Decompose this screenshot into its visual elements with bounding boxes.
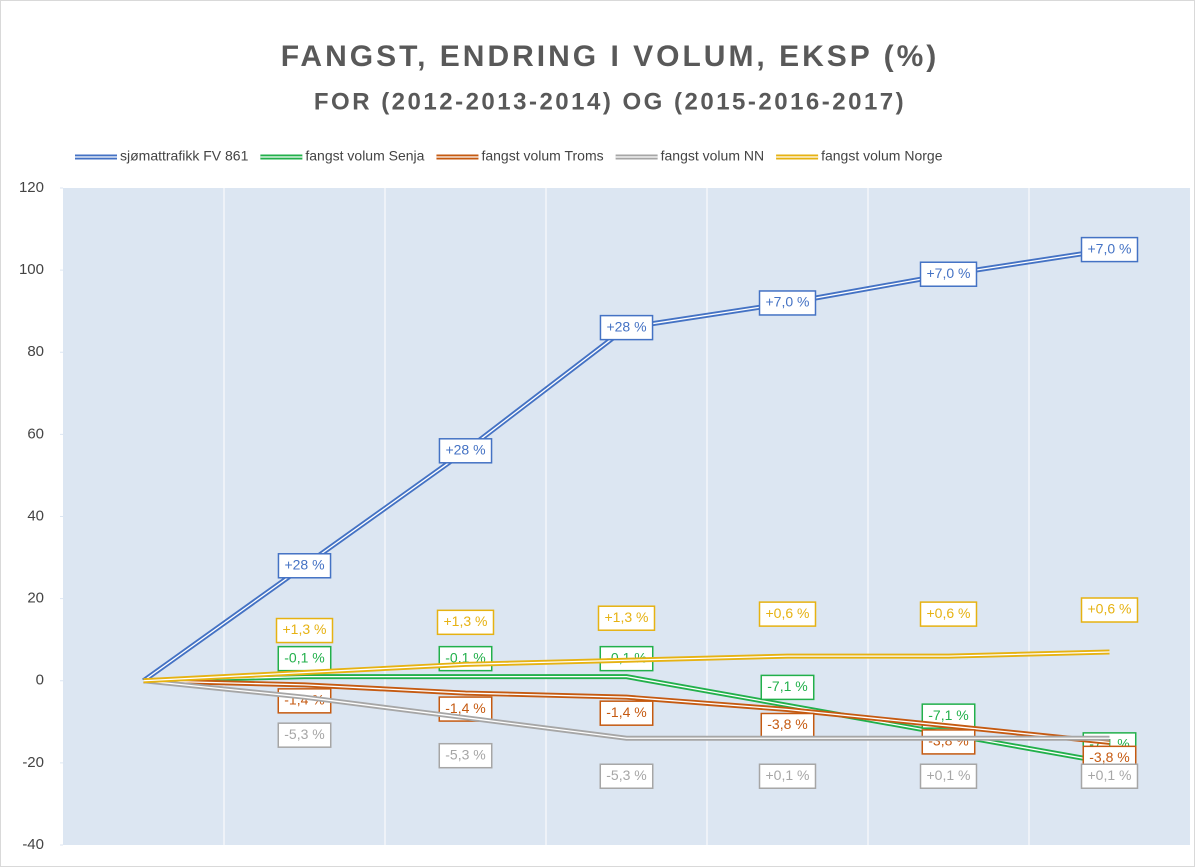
point-label-box [599,700,654,726]
point-label-box [1080,597,1139,623]
point-label-box [919,261,978,287]
point-label: -5,3 % [438,742,493,769]
y-tick-label: 120 [19,179,44,196]
point-label: -3,8 % [921,729,976,755]
legend-item: fangst volum Norge [776,148,943,164]
y-tick-label: -20 [22,754,44,771]
point-label-box [921,729,976,755]
series-line-core [143,651,1110,682]
point-label-box [436,609,495,636]
point-label-box [599,314,654,341]
point-label-text: +7,0 % [1088,240,1132,256]
point-label-text: -3,8 % [1089,749,1129,765]
point-label-text: +0,1 % [766,767,810,783]
chart-title: FANGST, ENDRING I VOLUM, EKSP (%) [281,40,940,73]
point-label: +0,1 % [919,763,978,789]
point-label-box [277,722,332,748]
point-label-text: +0,1 % [1088,767,1132,783]
point-label-text: +7,0 % [927,265,971,281]
point-label: +28 % [277,553,332,579]
point-label-box [277,553,332,579]
point-label-text: +7,0 % [766,294,810,310]
point-label-text: -7,1 % [767,678,807,694]
point-label-box [597,605,656,631]
point-label: +1,3 % [275,617,334,644]
point-label-text: +0,6 % [1088,601,1132,617]
point-label-box [599,763,654,789]
point-label-text: -0,1 % [284,649,324,665]
point-label: +1,3 % [436,609,495,636]
y-tick-label: 80 [27,343,44,360]
y-tick-label: 20 [27,590,44,607]
point-label-text: -1,4 % [445,700,485,716]
point-label-box [919,601,978,627]
legend-item: fangst volum Senja [260,148,425,164]
legend-label: fangst volum Norge [821,148,943,164]
point-label: +0,6 % [919,601,978,627]
point-label: +28 % [599,314,654,341]
point-label: +7,0 % [1080,236,1139,263]
point-label-box [438,438,493,464]
point-label: -1,4 % [599,700,654,726]
series-line-core [143,680,1110,743]
y-tick-label: 40 [27,507,44,524]
point-label-text: +28 % [606,318,646,334]
point-label-text: +0,1 % [927,767,971,783]
point-label: -0,1 % [277,645,332,672]
point-label: +28 % [438,438,493,464]
point-label-box [1080,236,1139,263]
point-label: +0,1 % [1080,763,1139,789]
legend-item: fangst volum NN [615,148,764,164]
point-label: +0,6 % [758,601,817,627]
point-label-box [758,601,817,627]
point-label: +1,3 % [597,605,656,631]
chart-subtitle: FOR (2012-2013-2014) OG (2015-2016-2017) [314,88,906,115]
point-label-text: +0,6 % [766,605,810,621]
point-label-text: -5,3 % [445,746,485,762]
point-label: -7,1 % [760,674,815,701]
legend-label: fangst volum NN [661,148,764,164]
point-label-text: +1,3 % [605,609,649,625]
point-label-text: +0,6 % [927,605,971,621]
point-label-text: +1,3 % [444,613,488,629]
point-label-box [438,742,493,769]
point-label-box [758,290,817,316]
point-label-box [919,763,978,789]
point-label-box [275,617,334,644]
point-label-box [760,674,815,701]
legend-item: fangst volum Troms [436,148,604,164]
legend-label: fangst volum Troms [481,148,603,164]
point-label: +7,0 % [758,290,817,316]
point-label-box [758,763,817,789]
point-label: +0,6 % [1080,597,1139,623]
y-tick-label: 100 [19,261,44,278]
legend-item: sjømattrafikk FV 861 [75,148,249,164]
point-label-text: +28 % [445,442,485,458]
point-label: -5,3 % [599,763,654,789]
point-label-text: -7,1 % [928,707,968,723]
point-label-text: -5,3 % [284,726,324,742]
plot-background [63,188,1190,845]
legend-label: sjømattrafikk FV 861 [120,148,249,164]
point-label-box [277,645,332,672]
y-tick-label: -40 [22,836,44,853]
point-label: -3,8 % [760,712,815,739]
point-label-box [1080,763,1139,789]
point-label: +0,1 % [758,763,817,789]
point-label-text: -0,1 % [445,649,485,665]
point-label-text: +28 % [284,556,324,572]
point-label-text: -3,8 % [767,716,807,732]
point-label-text: +1,3 % [283,621,327,637]
y-tick-label: 0 [36,672,44,689]
point-label: -5,3 % [277,722,332,748]
point-label-text: -5,3 % [606,767,646,783]
legend-label: fangst volum Senja [305,148,424,164]
series-line-core [143,680,1110,739]
point-label: +7,0 % [919,261,978,287]
point-label-text: -1,4 % [606,704,646,720]
y-tick-label: 60 [27,425,44,442]
